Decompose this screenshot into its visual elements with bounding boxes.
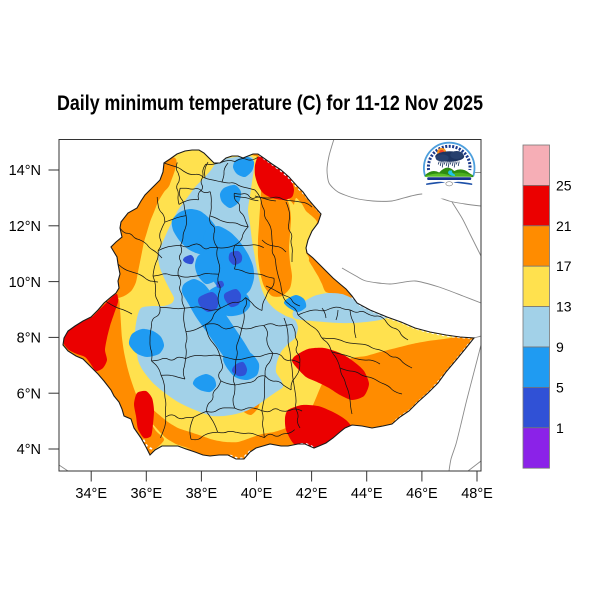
svg-text:8°N: 8°N: [17, 331, 41, 347]
svg-text:4°N: 4°N: [17, 442, 41, 458]
svg-text:42°E: 42°E: [296, 486, 328, 502]
svg-text:13: 13: [556, 299, 572, 315]
svg-text:1: 1: [556, 420, 564, 436]
svg-text:21: 21: [556, 218, 572, 234]
svg-text:14°N: 14°N: [9, 163, 41, 179]
svg-text:Daily minimum temperature (C): Daily minimum temperature (C) for 11-12 …: [57, 91, 483, 115]
svg-text:12°N: 12°N: [9, 219, 41, 235]
svg-text:36°E: 36°E: [130, 486, 162, 502]
svg-text:40°E: 40°E: [241, 486, 273, 502]
svg-text:25: 25: [556, 177, 572, 193]
svg-text:34°E: 34°E: [75, 486, 107, 502]
svg-text:5: 5: [556, 379, 564, 395]
svg-text:48°E: 48°E: [461, 486, 493, 502]
svg-text:6°N: 6°N: [17, 386, 41, 402]
svg-text:44°E: 44°E: [351, 486, 383, 502]
svg-text:38°E: 38°E: [186, 486, 218, 502]
svg-text:46°E: 46°E: [406, 486, 438, 502]
svg-text:9: 9: [556, 339, 564, 355]
svg-text:17: 17: [556, 258, 572, 274]
svg-text:10°N: 10°N: [9, 275, 41, 291]
